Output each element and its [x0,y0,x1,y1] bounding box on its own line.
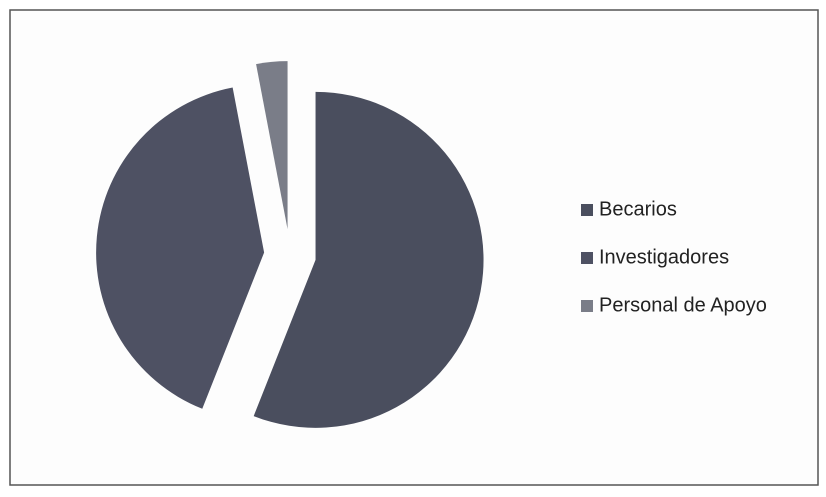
legend-label: Personal de Apoyo [599,294,767,316]
pie-slice [253,91,484,428]
pie-slice [96,87,265,409]
legend-swatch [581,204,593,216]
pie-slice [256,61,288,230]
legend-label: Becarios [599,198,677,220]
legend-swatch [581,300,593,312]
legend-label: Investigadores [599,246,729,268]
legend-swatch [581,252,593,264]
